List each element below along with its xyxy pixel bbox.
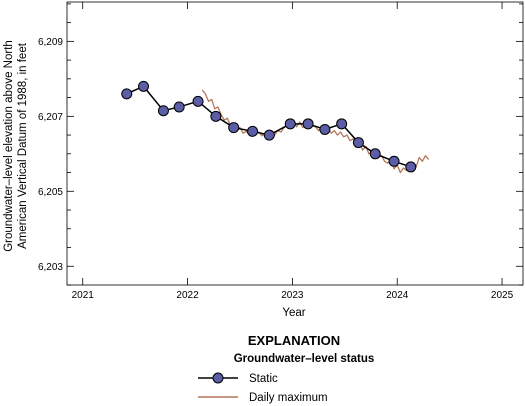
legend-static-label: Static [249,373,278,385]
legend-subheading: Groundwater–level status [234,353,375,365]
plot-area [66,1,524,286]
series-static-line [126,85,412,168]
y-tick-label: 6,203 [38,262,63,273]
static-point [388,155,400,167]
legend-heading: EXPLANATION [248,333,340,348]
static-point [319,123,331,135]
x-tick-label: 2021 [72,290,95,301]
y-tick-label: 6,209 [38,37,63,48]
y-axis: 6,203 6,205 6,207 6,209 [38,37,523,273]
static-point [302,118,314,130]
static-point [284,118,296,130]
static-point [352,137,364,149]
y-tick-label: 6,205 [38,187,63,198]
static-point [173,101,185,113]
static-point [210,110,222,122]
static-point [157,105,169,117]
static-point [228,122,240,134]
static-point [369,148,381,160]
static-point [263,129,275,141]
legend-static-marker [212,372,224,384]
x-tick-label: 2024 [386,290,409,301]
static-point [405,161,417,173]
x-tick-label: 2022 [176,290,199,301]
x-tick-label: 2023 [281,290,304,301]
legend-daily-label: Daily maximum [249,392,328,404]
y-axis-title-line-2: American Vertical Datum of 1988, in feet [17,42,29,249]
static-point [247,125,259,137]
static-point [192,95,204,107]
x-tick-label: 2025 [491,290,514,301]
static-point [336,118,348,130]
y-tick-label: 6,207 [38,112,63,123]
y-minor-ticks [67,3,523,286]
series-layer [121,80,430,174]
legend: EXPLANATION Groundwater–level status Sta… [198,333,374,404]
static-point [138,80,150,92]
y-axis-title-line-1: Groundwater–level elevation above North [3,40,15,252]
static-point [121,88,133,100]
x-axis: 2021 2022 2023 2024 2025 [72,2,514,301]
x-axis-title: Year [282,307,305,319]
